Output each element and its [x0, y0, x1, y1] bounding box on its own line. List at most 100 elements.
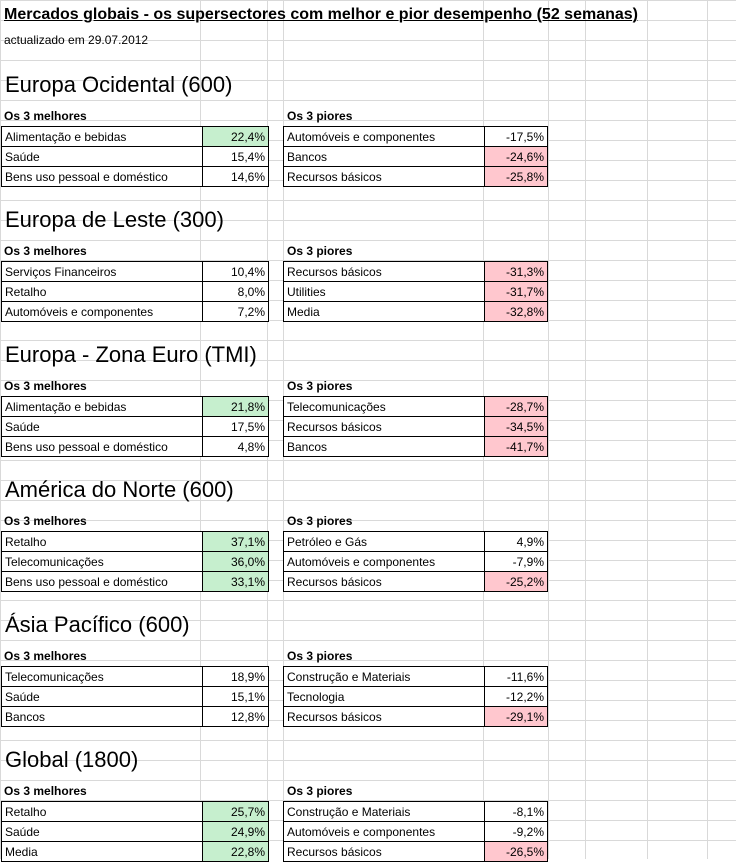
table-row: Automóveis e componentes 7,2% [1, 301, 269, 322]
best-header[interactable]: Os 3 melhores [4, 514, 87, 528]
best-header[interactable]: Os 3 melhores [4, 784, 87, 798]
sector-name-cell[interactable]: Automóveis e componentes [283, 126, 485, 147]
sector-name-cell[interactable]: Serviços Financeiros [1, 261, 203, 282]
performance-cell[interactable]: 15,1% [202, 686, 269, 707]
performance-cell[interactable]: 4,9% [484, 531, 548, 552]
worst-header[interactable]: Os 3 piores [287, 784, 353, 798]
best-header[interactable]: Os 3 melhores [4, 244, 87, 258]
performance-cell[interactable]: -11,6% [484, 666, 548, 687]
performance-cell[interactable]: 25,7% [202, 801, 269, 822]
sector-name-cell[interactable]: Telecomunicações [1, 551, 203, 572]
table-row: Retalho 37,1% [1, 531, 269, 552]
table-row: Petróleo e Gás 4,9% [283, 531, 548, 552]
performance-cell[interactable]: -29,1% [484, 706, 548, 727]
sector-name-cell[interactable]: Construção e Materiais [283, 801, 485, 822]
sector-name-cell[interactable]: Bancos [1, 706, 203, 727]
region-heading[interactable]: Ásia Pacífico (600) [5, 612, 190, 637]
region-heading[interactable]: Global (1800) [5, 747, 139, 772]
sector-name-cell[interactable]: Retalho [1, 531, 203, 552]
performance-cell[interactable]: 24,9% [202, 821, 269, 842]
performance-cell[interactable]: 21,8% [202, 396, 269, 417]
sector-name-cell[interactable]: Bens uso pessoal e doméstico [1, 436, 203, 457]
sector-name-cell[interactable]: Saúde [1, 686, 203, 707]
best-header[interactable]: Os 3 melhores [4, 379, 87, 393]
table-row: Saúde 15,4% [1, 146, 269, 167]
performance-cell[interactable]: 7,2% [202, 301, 269, 322]
update-date[interactable]: actualizado em 29.07.2012 [4, 33, 149, 47]
performance-cell[interactable]: -7,9% [484, 551, 548, 572]
performance-cell[interactable]: -8,1% [484, 801, 548, 822]
region-heading[interactable]: Europa - Zona Euro (TMI) [5, 342, 257, 367]
sector-name-cell[interactable]: Bancos [283, 146, 485, 167]
region-heading[interactable]: América do Norte (600) [5, 477, 234, 502]
sector-name-cell[interactable]: Recursos básicos [283, 416, 485, 437]
sector-name-cell[interactable]: Bens uso pessoal e doméstico [1, 166, 203, 187]
performance-cell[interactable]: 4,8% [202, 436, 269, 457]
table-row: Recursos básicos -25,2% [283, 571, 548, 592]
sector-name-cell[interactable]: Recursos básicos [283, 571, 485, 592]
performance-cell[interactable]: 36,0% [202, 551, 269, 572]
sector-name-cell[interactable]: Saúde [1, 821, 203, 842]
table-row: Retalho 25,7% [1, 801, 269, 822]
performance-cell[interactable]: 22,8% [202, 841, 269, 862]
region-heading[interactable]: Europa de Leste (300) [5, 207, 224, 232]
performance-cell[interactable]: 37,1% [202, 531, 269, 552]
performance-cell[interactable]: 18,9% [202, 666, 269, 687]
performance-cell[interactable]: 14,6% [202, 166, 269, 187]
sector-name-cell[interactable]: Retalho [1, 801, 203, 822]
sector-name-cell[interactable]: Telecomunicações [283, 396, 485, 417]
worst-header[interactable]: Os 3 piores [287, 514, 353, 528]
region-heading[interactable]: Europa Ocidental (600) [5, 72, 233, 97]
table-row: Recursos básicos -31,3% [283, 261, 548, 282]
sector-name-cell[interactable]: Petróleo e Gás [283, 531, 485, 552]
performance-cell[interactable]: 17,5% [202, 416, 269, 437]
performance-cell[interactable]: -31,7% [484, 281, 548, 302]
performance-cell[interactable]: 22,4% [202, 126, 269, 147]
sector-name-cell[interactable]: Alimentação e bebidas [1, 126, 203, 147]
performance-cell[interactable]: -41,7% [484, 436, 548, 457]
sector-name-cell[interactable]: Media [283, 301, 485, 322]
table-row: Saúde 24,9% [1, 821, 269, 842]
performance-cell[interactable]: -25,8% [484, 166, 548, 187]
performance-cell[interactable]: -17,5% [484, 126, 548, 147]
performance-cell[interactable]: 10,4% [202, 261, 269, 282]
worst-header[interactable]: Os 3 piores [287, 379, 353, 393]
sector-name-cell[interactable]: Bens uso pessoal e doméstico [1, 571, 203, 592]
best-header[interactable]: Os 3 melhores [4, 109, 87, 123]
sector-name-cell[interactable]: Tecnologia [283, 686, 485, 707]
sector-name-cell[interactable]: Saúde [1, 146, 203, 167]
performance-cell[interactable]: 15,4% [202, 146, 269, 167]
sector-name-cell[interactable]: Telecomunicações [1, 666, 203, 687]
sector-name-cell[interactable]: Automóveis e componentes [1, 301, 203, 322]
sector-name-cell[interactable]: Automóveis e componentes [283, 821, 485, 842]
table-row: Bancos 12,8% [1, 706, 269, 727]
sector-name-cell[interactable]: Saúde [1, 416, 203, 437]
performance-cell[interactable]: -24,6% [484, 146, 548, 167]
sector-name-cell[interactable]: Utilities [283, 281, 485, 302]
sector-name-cell[interactable]: Construção e Materiais [283, 666, 485, 687]
performance-cell[interactable]: -31,3% [484, 261, 548, 282]
performance-cell[interactable]: -25,2% [484, 571, 548, 592]
sector-name-cell[interactable]: Recursos básicos [283, 166, 485, 187]
performance-cell[interactable]: -28,7% [484, 396, 548, 417]
performance-cell[interactable]: 33,1% [202, 571, 269, 592]
performance-cell[interactable]: -9,2% [484, 821, 548, 842]
performance-cell[interactable]: -12,2% [484, 686, 548, 707]
sheet-title[interactable]: Mercados globais - os supersectores com … [4, 6, 638, 23]
sector-name-cell[interactable]: Recursos básicos [283, 261, 485, 282]
sector-name-cell[interactable]: Recursos básicos [283, 706, 485, 727]
best-header[interactable]: Os 3 melhores [4, 649, 87, 663]
sector-name-cell[interactable]: Recursos básicos [283, 841, 485, 862]
performance-cell[interactable]: -34,5% [484, 416, 548, 437]
worst-header[interactable]: Os 3 piores [287, 109, 353, 123]
performance-cell[interactable]: -32,8% [484, 301, 548, 322]
performance-cell[interactable]: 12,8% [202, 706, 269, 727]
worst-header[interactable]: Os 3 piores [287, 649, 353, 663]
column-divider [548, 0, 549, 859]
sector-name-cell[interactable]: Automóveis e componentes [283, 551, 485, 572]
sector-name-cell[interactable]: Bancos [283, 436, 485, 457]
performance-cell[interactable]: 8,0% [202, 281, 269, 302]
sector-name-cell[interactable]: Retalho [1, 281, 203, 302]
sector-name-cell[interactable]: Alimentação e bebidas [1, 396, 203, 417]
worst-header[interactable]: Os 3 piores [287, 244, 353, 258]
